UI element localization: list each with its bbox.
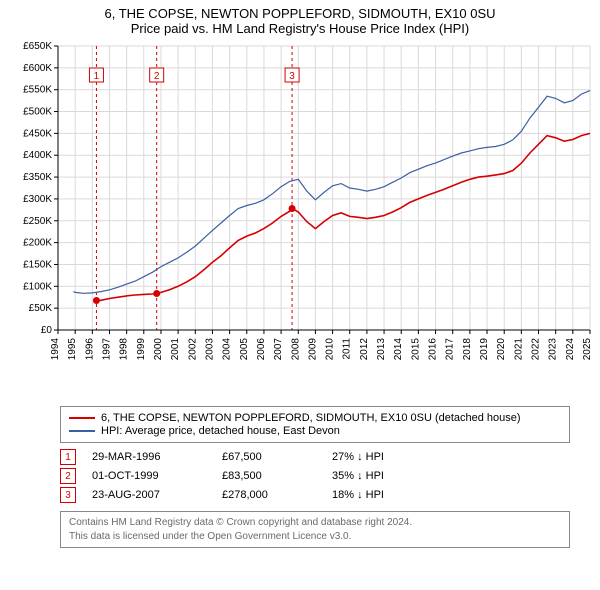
svg-text:2004: 2004 bbox=[222, 338, 233, 361]
svg-text:2017: 2017 bbox=[445, 338, 456, 361]
svg-text:1995: 1995 bbox=[67, 338, 78, 361]
svg-text:1997: 1997 bbox=[101, 338, 112, 361]
svg-text:£650K: £650K bbox=[23, 41, 52, 52]
footnote-line-1: Contains HM Land Registry data © Crown c… bbox=[69, 516, 561, 530]
svg-text:2011: 2011 bbox=[342, 338, 353, 360]
sale-index-box: 1 bbox=[60, 449, 76, 465]
sale-price: £67,500 bbox=[222, 451, 332, 463]
svg-text:1998: 1998 bbox=[119, 338, 130, 361]
legend-label: 6, THE COPSE, NEWTON POPPLEFORD, SIDMOUT… bbox=[101, 412, 521, 424]
svg-text:£550K: £550K bbox=[23, 85, 52, 96]
svg-text:£150K: £150K bbox=[23, 259, 52, 270]
sale-date: 23-AUG-2007 bbox=[92, 489, 222, 501]
svg-text:2010: 2010 bbox=[325, 338, 336, 361]
svg-text:1996: 1996 bbox=[84, 338, 95, 361]
svg-text:2019: 2019 bbox=[479, 338, 490, 361]
svg-text:2025: 2025 bbox=[582, 338, 593, 361]
svg-text:2003: 2003 bbox=[204, 338, 215, 361]
svg-text:£500K: £500K bbox=[23, 107, 52, 118]
svg-text:1999: 1999 bbox=[136, 338, 147, 361]
svg-text:2021: 2021 bbox=[513, 338, 524, 361]
svg-text:2008: 2008 bbox=[290, 338, 301, 361]
svg-text:2: 2 bbox=[154, 71, 160, 82]
svg-text:£0: £0 bbox=[41, 325, 53, 336]
svg-text:3: 3 bbox=[289, 71, 295, 82]
svg-text:2018: 2018 bbox=[462, 338, 473, 361]
svg-text:£200K: £200K bbox=[23, 238, 52, 249]
sale-row: 3 23-AUG-2007£278,00018% ↓ HPI bbox=[60, 487, 570, 503]
sale-hpi-delta: 35% ↓ HPI bbox=[332, 470, 384, 482]
sales-table: 1 29-MAR-1996£67,50027% ↓ HPI 2 01-OCT-1999… bbox=[60, 449, 570, 503]
svg-text:2023: 2023 bbox=[548, 338, 559, 361]
title-block: 6, THE COPSE, NEWTON POPPLEFORD, SIDMOUT… bbox=[0, 0, 600, 40]
svg-text:£50K: £50K bbox=[29, 303, 53, 314]
svg-text:2005: 2005 bbox=[239, 338, 250, 361]
svg-text:2022: 2022 bbox=[531, 338, 542, 361]
footnote-line-2: This data is licensed under the Open Gov… bbox=[69, 530, 561, 544]
svg-text:£300K: £300K bbox=[23, 194, 52, 205]
svg-text:2002: 2002 bbox=[187, 338, 198, 361]
sale-index-box: 2 bbox=[60, 468, 76, 484]
sale-hpi-delta: 18% ↓ HPI bbox=[332, 489, 384, 501]
svg-text:1: 1 bbox=[94, 71, 100, 82]
svg-text:£400K: £400K bbox=[23, 150, 52, 161]
title-line-1: 6, THE COPSE, NEWTON POPPLEFORD, SIDMOUT… bbox=[4, 6, 596, 21]
svg-text:2015: 2015 bbox=[410, 338, 421, 361]
chart-area: £0 £50K £100K £150K £200K £250K £300K £350K £400… bbox=[0, 40, 600, 400]
sale-hpi-delta: 27% ↓ HPI bbox=[332, 451, 384, 463]
svg-text:2006: 2006 bbox=[256, 338, 267, 361]
legend-label: HPI: Average price, detached house, East… bbox=[101, 425, 340, 437]
sale-price: £83,500 bbox=[222, 470, 332, 482]
svg-text:2001: 2001 bbox=[170, 338, 181, 361]
sale-index-box: 3 bbox=[60, 487, 76, 503]
svg-text:1994: 1994 bbox=[50, 338, 61, 361]
sale-price: £278,000 bbox=[222, 489, 332, 501]
sale-date: 01-OCT-1999 bbox=[92, 470, 222, 482]
svg-text:2013: 2013 bbox=[376, 338, 387, 361]
sale-row: 2 01-OCT-1999£83,50035% ↓ HPI bbox=[60, 468, 570, 484]
sale-row: 1 29-MAR-1996£67,50027% ↓ HPI bbox=[60, 449, 570, 465]
svg-text:2016: 2016 bbox=[428, 338, 439, 361]
title-line-2: Price paid vs. HM Land Registry's House … bbox=[4, 21, 596, 36]
legend-swatch bbox=[69, 430, 95, 432]
svg-text:£600K: £600K bbox=[23, 63, 52, 74]
svg-text:£250K: £250K bbox=[23, 216, 52, 227]
svg-text:2024: 2024 bbox=[565, 338, 576, 361]
chart-svg: £0 £50K £100K £150K £200K £250K £300K £350K £400… bbox=[0, 40, 600, 400]
svg-text:2012: 2012 bbox=[359, 338, 370, 361]
svg-text:£350K: £350K bbox=[23, 172, 52, 183]
sale-date: 29-MAR-1996 bbox=[92, 451, 222, 463]
svg-text:£450K: £450K bbox=[23, 128, 52, 139]
legend-item: 6, THE COPSE, NEWTON POPPLEFORD, SIDMOUT… bbox=[69, 412, 561, 424]
svg-text:£100K: £100K bbox=[23, 281, 52, 292]
svg-text:2007: 2007 bbox=[273, 338, 284, 361]
svg-text:2009: 2009 bbox=[307, 338, 318, 361]
legend-item: HPI: Average price, detached house, East… bbox=[69, 425, 561, 437]
svg-text:2014: 2014 bbox=[393, 338, 404, 361]
svg-text:2000: 2000 bbox=[153, 338, 164, 361]
footnote: Contains HM Land Registry data © Crown c… bbox=[60, 511, 570, 548]
legend-swatch bbox=[69, 417, 95, 419]
chart-container: 6, THE COPSE, NEWTON POPPLEFORD, SIDMOUT… bbox=[0, 0, 600, 548]
legend: 6, THE COPSE, NEWTON POPPLEFORD, SIDMOUT… bbox=[60, 406, 570, 443]
svg-text:2020: 2020 bbox=[496, 338, 507, 361]
